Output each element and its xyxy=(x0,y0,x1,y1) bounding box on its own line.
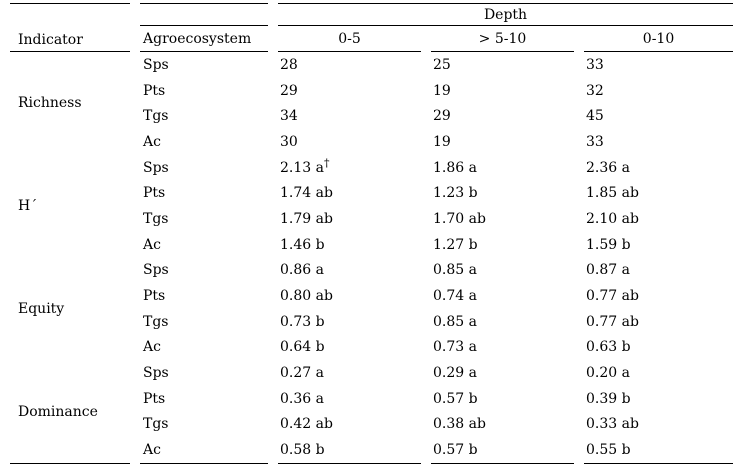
column-header-depth-5-10: > 5-10 xyxy=(431,26,574,52)
value-cell: 1.86 a xyxy=(433,159,477,176)
table-row: Tgs 1.79 ab 1.70 ab 2.10 ab xyxy=(10,206,733,232)
value-cell: 1.27 b xyxy=(433,236,478,253)
indicator-depth-table: Indicator Depth Agroecosystem 0-5 > 5-10… xyxy=(0,3,743,464)
column-header-depth-0-5: 0-5 xyxy=(278,26,421,52)
value-cell: 0.57 b xyxy=(431,437,574,464)
table-row: Dominance Sps 0.27 a 0.29 a 0.20 a xyxy=(10,360,733,464)
agroecosystem-label: Ac xyxy=(140,437,268,464)
header-row-columns: Agroecosystem 0-5 > 5-10 0-10 xyxy=(10,26,734,52)
column-header-depth-0-10: 0-10 xyxy=(584,26,734,52)
value-cell: 0.36 a xyxy=(280,390,324,407)
agroecosystem-label: Sps xyxy=(143,365,169,382)
table-row: Pts 29 19 32 xyxy=(10,78,733,104)
value-cell: 1.85 ab xyxy=(586,185,639,202)
value-cell: 0.87 a xyxy=(586,262,630,279)
value-cell: 2.10 ab xyxy=(586,210,639,227)
agroecosystem-label: Ac xyxy=(143,133,161,150)
table-row: Tgs 0.73 b 0.85 a 0.77 ab xyxy=(10,309,733,335)
value-cell: 0.29 a xyxy=(433,365,477,382)
value-cell: 1.70 ab xyxy=(433,210,486,227)
value-cell: 0.57 b xyxy=(433,390,478,407)
table-row: H´ Sps 2.13 a† 1.86 a 2.36 a xyxy=(10,155,733,214)
value-cell: 0.74 a xyxy=(433,288,477,305)
value-cell: 0.86 a xyxy=(280,262,324,279)
table-row: Richness Sps 28 25 33 xyxy=(10,52,733,112)
table-row: Pts 0.80 ab 0.74 a 0.77 ab xyxy=(10,283,733,309)
value-cell: 1.46 b xyxy=(280,236,325,253)
value-cell: 1.74 ab xyxy=(280,185,333,202)
table-row: Pts 0.36 a 0.57 b 0.39 b xyxy=(10,386,733,412)
table-header: Indicator Depth Agroecosystem 0-5 > 5-10… xyxy=(10,3,734,52)
agroecosystem-label: Pts xyxy=(143,82,166,99)
column-header-agroecosystem: Agroecosystem xyxy=(140,26,268,52)
agroecosystem-label: Tgs xyxy=(143,108,169,125)
agroecosystem-label: Pts xyxy=(143,185,166,202)
agroecosystem-label: Sps xyxy=(143,262,169,279)
value-cell: 2.36 a xyxy=(586,159,630,176)
table-row: Ac 30 19 33 xyxy=(10,129,733,155)
agroecosystem-label: Pts xyxy=(143,288,166,305)
header-spacer-agroecosystem xyxy=(140,3,268,26)
agroecosystem-label: Tgs xyxy=(143,416,169,433)
table-row: Ac 1.46 b 1.27 b 1.59 b xyxy=(10,232,733,258)
value-cell: 28 xyxy=(280,56,298,73)
value-cell: 19 xyxy=(433,82,451,99)
table-row: Ac 0.64 b 0.73 a 0.63 b xyxy=(10,335,733,361)
value-cell: 0.77 ab xyxy=(586,288,639,305)
value-cell: 1.59 b xyxy=(586,236,631,253)
agroecosystem-label: Ac xyxy=(143,236,161,253)
value-cell: 0.39 b xyxy=(586,390,631,407)
header-row-depth: Indicator Depth xyxy=(10,3,734,52)
value-cell: 0.42 ab xyxy=(280,416,333,433)
value-cell: 0.77 ab xyxy=(586,313,639,330)
value-cell: 0.38 ab xyxy=(433,416,486,433)
value-cell: 30 xyxy=(280,133,298,150)
value-cell: 0.33 ab xyxy=(586,416,639,433)
value-cell: 0.63 b xyxy=(586,339,631,356)
column-group-header-depth: Depth xyxy=(278,3,734,26)
agroecosystem-label: Pts xyxy=(143,390,166,407)
value-cell: 2.13 a† xyxy=(280,155,330,176)
value-cell: 32 xyxy=(586,82,604,99)
value-cell: 34 xyxy=(280,108,298,125)
value-cell: 0.64 b xyxy=(280,339,325,356)
value-cell: 0.85 a xyxy=(433,313,477,330)
table-row: Tgs 34 29 45 xyxy=(10,103,733,129)
agroecosystem-label: Tgs xyxy=(143,313,169,330)
value-cell: 1.79 ab xyxy=(280,210,333,227)
value-cell: 0.80 ab xyxy=(280,288,333,305)
indicator-label: Richness xyxy=(18,95,82,112)
value-cell: 0.55 b xyxy=(584,437,734,464)
value-cell: 0.27 a xyxy=(280,365,324,382)
value-cell: 0.58 b xyxy=(278,437,421,464)
agroecosystem-label: Tgs xyxy=(143,210,169,227)
value-cell: 0.20 a xyxy=(586,365,630,382)
value-cell: 25 xyxy=(433,56,451,73)
table-row: Equity Sps 0.86 a 0.85 a 0.87 a xyxy=(10,258,733,317)
value-cell: 1.23 b xyxy=(433,185,478,202)
dagger-footnote-marker: † xyxy=(323,155,330,169)
value-cell: 0.73 b xyxy=(280,313,325,330)
table-body: Richness Sps 28 25 33 Pts 29 19 32 Tgs 34 29 45 Ac 30 1… xyxy=(10,52,734,464)
indicator-label: H´ xyxy=(18,198,38,215)
column-header-indicator: Indicator xyxy=(10,3,130,52)
value-cell: 0.73 a xyxy=(433,339,477,356)
agroecosystem-label: Ac xyxy=(143,339,161,356)
value-cell: 45 xyxy=(586,108,604,125)
value-cell: 33 xyxy=(586,133,604,150)
value-cell: 29 xyxy=(433,108,451,125)
value-cell: 33 xyxy=(586,56,604,73)
value-cell: 0.85 a xyxy=(433,262,477,279)
table-row: Pts 1.74 ab 1.23 b 1.85 ab xyxy=(10,180,733,206)
agroecosystem-label: Sps xyxy=(143,159,169,176)
value-cell: 19 xyxy=(433,133,451,150)
indicator-label: Equity xyxy=(18,300,65,317)
value-cell: 29 xyxy=(280,82,298,99)
indicator-label: Dominance xyxy=(10,360,130,464)
agroecosystem-label: Sps xyxy=(143,56,169,73)
table-row: Tgs 0.42 ab 0.38 ab 0.33 ab xyxy=(10,412,733,438)
table-row: Ac 0.58 b 0.57 b 0.55 b xyxy=(10,437,734,464)
